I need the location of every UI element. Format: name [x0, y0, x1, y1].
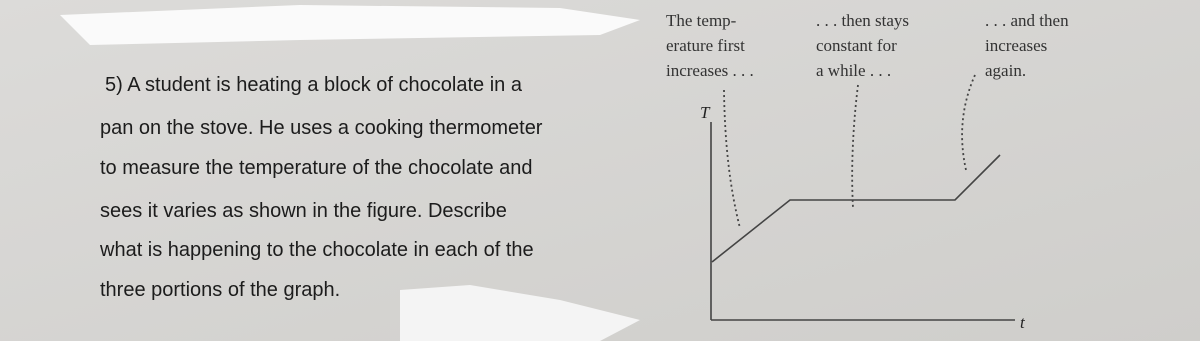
scribble — [60, 5, 640, 45]
question: 5) A student is heating a block of choco… — [99, 74, 543, 301]
annotation-line: increases — [985, 36, 1047, 55]
question-line: to measure the temperature of the chocol… — [100, 157, 533, 179]
annotations: The temp-erature first increases . . . . .… — [666, 11, 1069, 80]
x-axis-label: t — [1020, 313, 1026, 332]
y-axis-label: T — [700, 103, 711, 122]
annotation-line: constant for — [816, 36, 897, 55]
annotation-line: The temp- — [666, 11, 737, 30]
scribble — [400, 285, 640, 341]
question-line: sees it varies as shown in the figure. D… — [100, 200, 507, 222]
question-line: pan on the stove. He uses a cooking ther… — [100, 117, 543, 139]
annotation-line: increases . . . — [666, 61, 754, 80]
question-line: 5) A student is heating a block of choco… — [105, 74, 523, 96]
arrow — [851, 84, 859, 209]
annotation-line: . . . then stays — [816, 11, 909, 30]
arrow — [723, 89, 741, 229]
annotation-line: again. — [985, 61, 1026, 80]
pointer-arrows — [723, 74, 976, 229]
question-line: three portions of the graph. — [100, 279, 340, 301]
curve — [711, 154, 1001, 263]
question-line: what is happening to the chocolate in ea… — [99, 239, 534, 261]
annotation-line: . . . and then — [985, 11, 1069, 30]
graph — [710, 74, 1015, 321]
annotation-line: erature first — [666, 36, 745, 55]
annotation-line: a while . . . — [816, 61, 891, 80]
